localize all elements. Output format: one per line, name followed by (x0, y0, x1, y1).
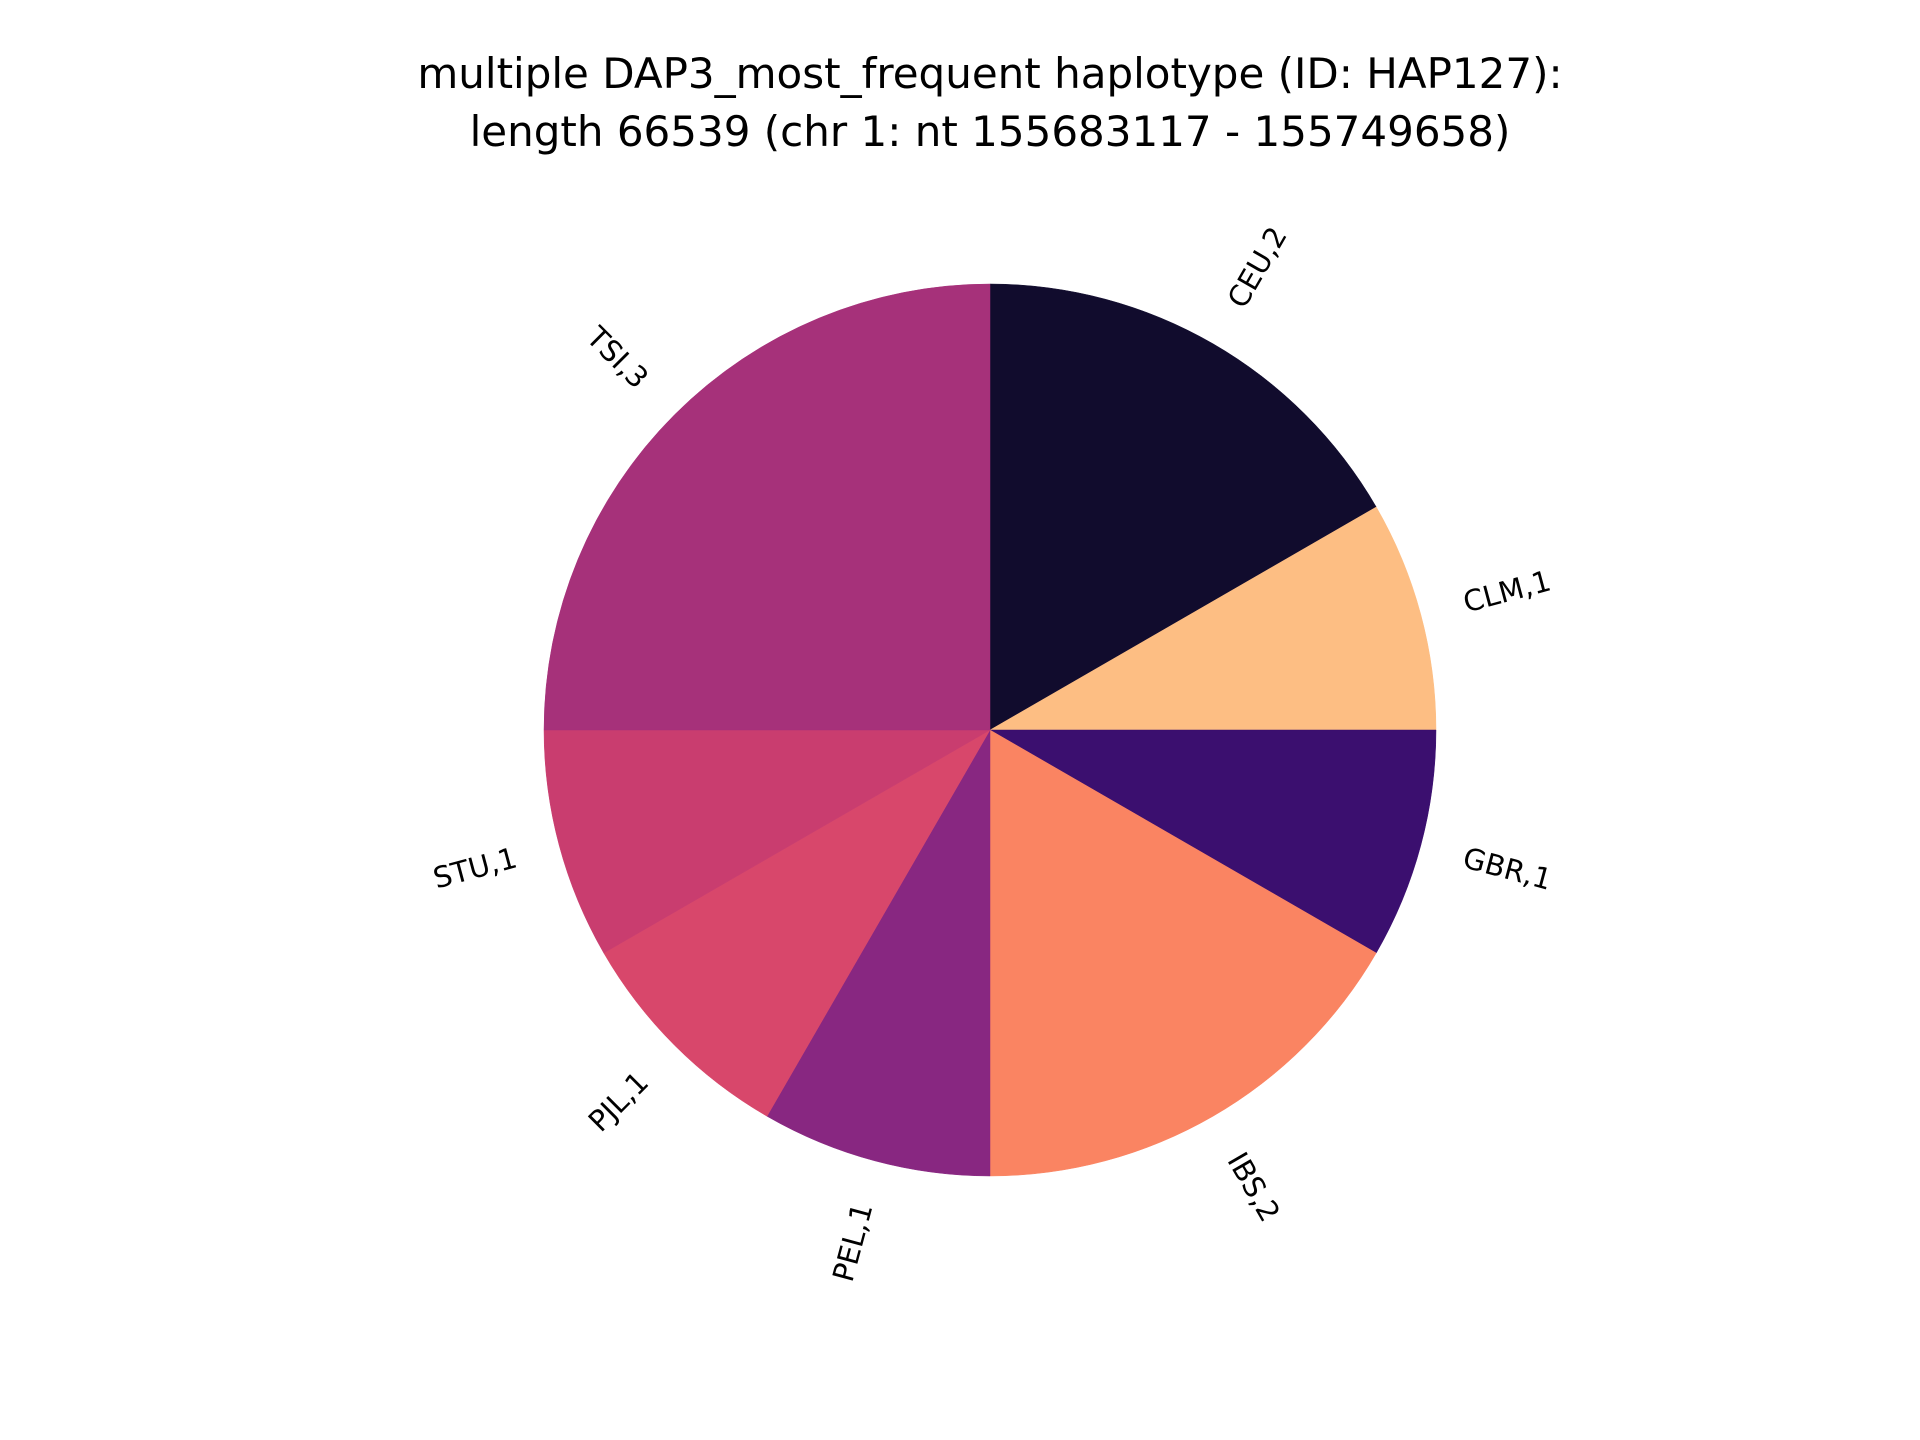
pie-label-stu: STU,1 (430, 841, 521, 896)
pie-label-gbr: GBR,1 (1459, 841, 1555, 897)
pie-label-ibs: IBS,2 (1221, 1146, 1287, 1227)
pie-label-clm: CLM,1 (1459, 564, 1554, 620)
chart-title: multiple DAP3_most_frequent haplotype (I… (417, 49, 1562, 156)
pie-label-pel: PEL,1 (826, 1199, 879, 1285)
pie-slices (543, 283, 1437, 1177)
pie-label-tsi: TSI,3 (579, 319, 655, 395)
pie-slice-gbr (989, 729, 1437, 954)
pie-label-ceu: CEU,2 (1221, 221, 1294, 314)
pie-slice-tsi (543, 283, 991, 731)
chart-title-line-2: length 66539 (chr 1: nt 155683117 - 1557… (470, 107, 1511, 156)
pie-slice-stu (543, 729, 991, 954)
pie-slice-pel (766, 729, 991, 1177)
pie-label-pjl: PJL,1 (582, 1065, 655, 1138)
pie-slice-ibs (989, 729, 1377, 1177)
pie-slice-ceu (989, 283, 1377, 731)
pie-slice-clm (989, 506, 1437, 731)
chart-title-line-1: multiple DAP3_most_frequent haplotype (I… (417, 49, 1562, 98)
pie-slice-pjl (603, 729, 991, 1117)
